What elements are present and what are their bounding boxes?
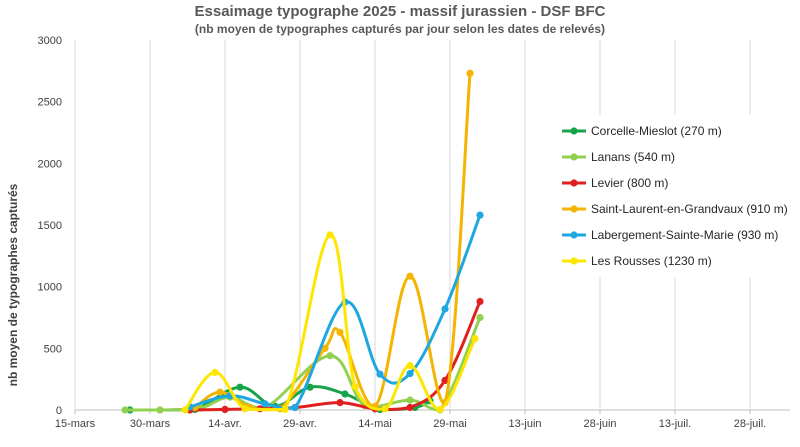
y-tick-label: 2000 (38, 158, 62, 170)
legend-swatch-marker (570, 127, 578, 135)
legend-entry-label: Corcelle-Mieslot (270 m) (591, 124, 722, 138)
y-tick-label: 500 (44, 343, 62, 355)
data-point (381, 405, 389, 413)
series-line (193, 71, 472, 412)
legend-swatch-marker (570, 179, 578, 187)
data-point (121, 406, 129, 414)
legend-swatch-marker (570, 205, 578, 213)
y-axis-label: nb moyen de typographes capturés (6, 183, 20, 386)
data-point (281, 405, 289, 413)
legend-entry-label: Labergement-Sainte-Marie (930 m) (591, 228, 778, 242)
data-point (306, 383, 314, 391)
x-tick-label: 30-mars (130, 418, 171, 430)
legend-entry-label: Saint-Laurent-en-Grandvaux (910 m) (591, 202, 788, 216)
x-tick-label: 29-mai (433, 418, 467, 430)
data-point (261, 400, 269, 408)
data-point (241, 405, 249, 413)
data-point (476, 313, 484, 322)
legend-swatch-marker (570, 257, 578, 265)
data-point (406, 272, 414, 280)
y-tick-label: 3000 (38, 35, 62, 47)
data-point (216, 388, 224, 396)
y-tick-label: 0 (56, 405, 62, 417)
x-tick-label: 28-juil. (734, 418, 766, 430)
chart-title: Essaimage typographe 2025 - massif juras… (195, 3, 606, 20)
series-6 (181, 231, 479, 414)
data-point (406, 396, 414, 404)
data-point (236, 383, 244, 391)
legend: Corcelle-Mieslot (270 m) Lanans (540 m) Le… (553, 115, 795, 277)
legend-entry-label: Les Rousses (1230 m) (591, 254, 712, 268)
y-tick-label: 2500 (38, 97, 62, 109)
data-point (376, 370, 384, 378)
data-point (441, 376, 449, 384)
data-point (326, 231, 334, 239)
data-point (341, 390, 349, 398)
y-tick-label: 1000 (38, 282, 62, 294)
x-tick-label: 13-juil. (659, 418, 691, 430)
legend-frame (553, 115, 795, 277)
series-line (183, 233, 477, 412)
chart-subtitle: (nb moyen de typographes capturés par jo… (195, 22, 605, 36)
data-point (336, 399, 344, 407)
legend-swatch-marker (570, 153, 578, 161)
data-point (351, 383, 359, 391)
x-tick-label: 14-mai (358, 418, 392, 430)
legend-swatch-marker (570, 231, 578, 239)
data-point (476, 211, 484, 219)
data-point (471, 334, 479, 343)
data-point (406, 362, 414, 370)
data-point (336, 328, 344, 336)
data-point (181, 406, 189, 414)
legend-entry-label: Lanans (540 m) (591, 150, 675, 164)
x-tick-label: 15-mars (55, 418, 96, 430)
series-4 (191, 69, 474, 413)
data-point (436, 405, 444, 413)
data-point (211, 368, 219, 376)
data-point (406, 403, 414, 412)
x-tick-label: 14-avr. (208, 418, 242, 430)
data-point (291, 403, 299, 412)
data-point (321, 344, 329, 352)
series-group (121, 69, 484, 414)
x-tick-label: 28-juin (583, 418, 616, 430)
axes: 15-mars 30-mars 14-avr. 29-avr. 14-mai 29-mai… (38, 35, 790, 430)
data-point (466, 69, 474, 77)
x-tick-label: 29-avr. (283, 418, 317, 430)
y-tick-label: 1500 (38, 220, 62, 232)
data-point (156, 406, 164, 414)
data-point (221, 405, 229, 413)
data-point (476, 297, 484, 306)
data-point (441, 305, 449, 313)
x-tick-label: 13-juin (508, 418, 541, 430)
legend-entry-label: Levier (800 m) (591, 176, 668, 190)
data-point (326, 352, 334, 360)
data-point (406, 370, 414, 378)
